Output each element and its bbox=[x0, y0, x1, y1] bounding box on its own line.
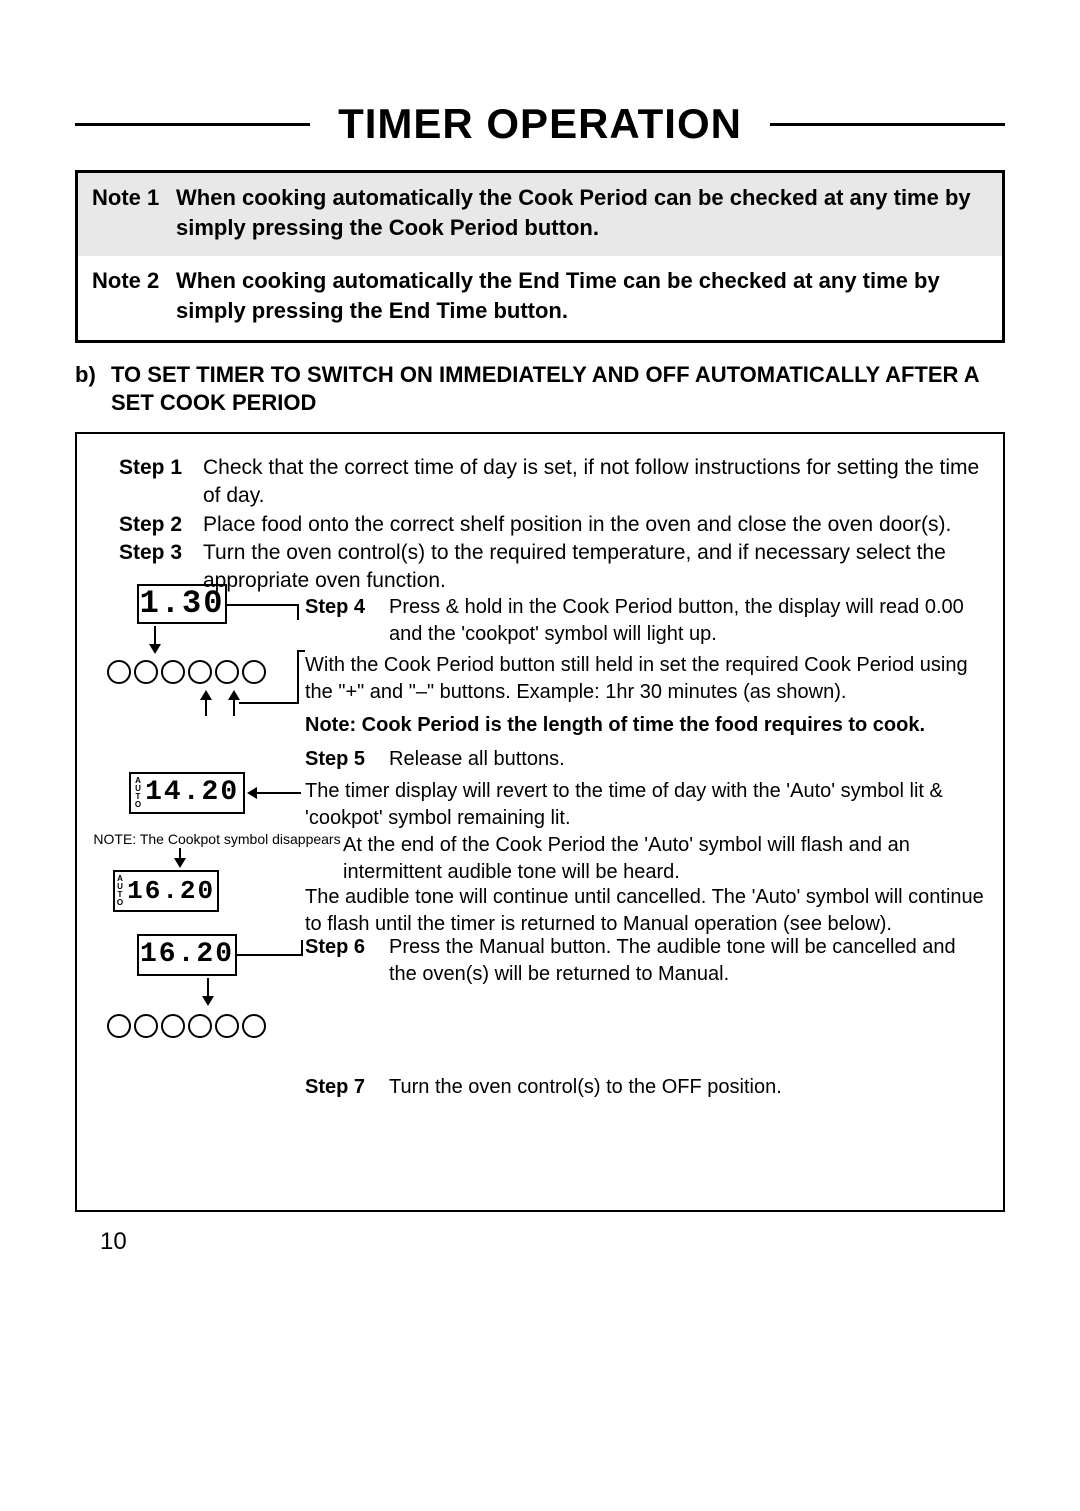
connector-to-step4 bbox=[227, 604, 299, 606]
timer-display-1: 1.30 bbox=[137, 584, 227, 624]
timer-button bbox=[242, 660, 266, 684]
page-title: TIMER OPERATION bbox=[338, 100, 742, 148]
step-7-text: Turn the oven control(s) to the OFF posi… bbox=[389, 1074, 985, 1101]
timer-display-2-value: 14.20 bbox=[145, 777, 239, 808]
step-5-label: Step 5 bbox=[305, 746, 389, 773]
timer-buttons-row-2 bbox=[107, 1014, 266, 1038]
timer-display-4: 16.20 bbox=[137, 934, 237, 976]
timer-display-2: AUTO 14.20 bbox=[129, 772, 245, 814]
connector-to-step6-h bbox=[237, 954, 303, 956]
timer-display-1-value: 1.30 bbox=[140, 585, 225, 622]
step-5-block: Step 5 Release all buttons. bbox=[305, 746, 985, 773]
step-5-text: Release all buttons. bbox=[389, 746, 985, 773]
note-1-label: Note 1 bbox=[92, 183, 176, 242]
arrow-cookpot-note bbox=[179, 848, 181, 866]
note-2: Note 2 When cooking automatically the En… bbox=[78, 256, 1002, 339]
timer-button bbox=[242, 1014, 266, 1038]
step-7-label: Step 7 bbox=[305, 1074, 389, 1101]
main-instruction-box: Step 1 Check that the correct time of da… bbox=[75, 432, 1005, 1212]
connector-to-step4-v bbox=[297, 604, 299, 620]
arrow-display4-down bbox=[207, 978, 209, 1004]
timer-button bbox=[188, 1014, 212, 1038]
note-2-label: Note 2 bbox=[92, 266, 176, 325]
arrow-display1-down bbox=[154, 626, 156, 652]
arrow-to-display2 bbox=[249, 792, 301, 794]
timer-display-3-value: 16.20 bbox=[127, 876, 215, 906]
step-6-block: Step 6 Press the Manual button. The audi… bbox=[305, 934, 985, 988]
step-1: Step 1 Check that the correct time of da… bbox=[119, 454, 985, 511]
auto-symbol: AUTO bbox=[135, 777, 141, 809]
timer-button bbox=[215, 660, 239, 684]
arrow-minus-button bbox=[233, 692, 235, 716]
cookpot-note: NOTE: The Cookpot symbol disappears bbox=[87, 832, 347, 847]
connector-to-step6-v bbox=[301, 940, 303, 956]
title-rule-left bbox=[75, 123, 310, 126]
connector-bracket-h2 bbox=[239, 702, 299, 704]
page-number: 10 bbox=[100, 1228, 127, 1256]
arrow-plus-button bbox=[205, 692, 207, 716]
step-4-text: Press & hold in the Cook Period button, … bbox=[389, 594, 985, 648]
section-b-text: TO SET TIMER TO SWITCH ON IMMEDIATELY AN… bbox=[111, 361, 1005, 418]
timer-button bbox=[134, 1014, 158, 1038]
step-1-label: Step 1 bbox=[119, 454, 203, 511]
timer-button bbox=[188, 660, 212, 684]
top-steps: Step 1 Check that the correct time of da… bbox=[119, 454, 985, 596]
auto-symbol: AUTO bbox=[117, 875, 123, 907]
step-4-note: Note: Cook Period is the length of time … bbox=[305, 712, 985, 739]
step-1-text: Check that the correct time of day is se… bbox=[203, 454, 985, 511]
timer-button bbox=[215, 1014, 239, 1038]
step-3-text: Turn the oven control(s) to the required… bbox=[203, 539, 985, 596]
step-6-label: Step 6 bbox=[305, 934, 389, 988]
step-5-end1: At the end of the Cook Period the 'Auto'… bbox=[343, 832, 985, 886]
step-2-text: Place food onto the correct shelf positi… bbox=[203, 511, 985, 539]
timer-button bbox=[161, 660, 185, 684]
timer-button bbox=[107, 1014, 131, 1038]
connector-bracket-h1 bbox=[297, 650, 305, 652]
step-5-sub: The timer display will revert to the tim… bbox=[305, 778, 985, 832]
note-2-text: When cooking automatically the End Time … bbox=[176, 266, 988, 325]
timer-button bbox=[134, 660, 158, 684]
connector-bracket-v bbox=[297, 650, 299, 702]
timer-button bbox=[107, 660, 131, 684]
step-4-block: Step 4 Press & hold in the Cook Period b… bbox=[305, 594, 985, 648]
step-2: Step 2 Place food onto the correct shelf… bbox=[119, 511, 985, 539]
section-b-label: b) bbox=[75, 361, 111, 418]
title-row: TIMER OPERATION bbox=[75, 100, 1005, 148]
timer-display-4-value: 16.20 bbox=[140, 939, 234, 970]
step-4-label: Step 4 bbox=[305, 594, 389, 648]
step-3: Step 3 Turn the oven control(s) to the r… bbox=[119, 539, 985, 596]
title-rule-right bbox=[770, 123, 1005, 126]
step-4-sub: With the Cook Period button still held i… bbox=[305, 652, 985, 706]
note-1: Note 1 When cooking automatically the Co… bbox=[78, 173, 1002, 256]
step-2-label: Step 2 bbox=[119, 511, 203, 539]
note-1-text: When cooking automatically the Cook Peri… bbox=[176, 183, 988, 242]
timer-button bbox=[161, 1014, 185, 1038]
step-7-block: Step 7 Turn the oven control(s) to the O… bbox=[305, 1074, 985, 1101]
notes-box: Note 1 When cooking automatically the Co… bbox=[75, 170, 1005, 343]
section-b-heading: b) TO SET TIMER TO SWITCH ON IMMEDIATELY… bbox=[75, 361, 1005, 418]
step-6-text: Press the Manual button. The audible ton… bbox=[389, 934, 985, 988]
timer-buttons-row-1 bbox=[107, 660, 266, 684]
timer-display-3: AUTO 16.20 bbox=[113, 870, 219, 912]
step-5-end2: The audible tone will continue until can… bbox=[305, 884, 985, 938]
